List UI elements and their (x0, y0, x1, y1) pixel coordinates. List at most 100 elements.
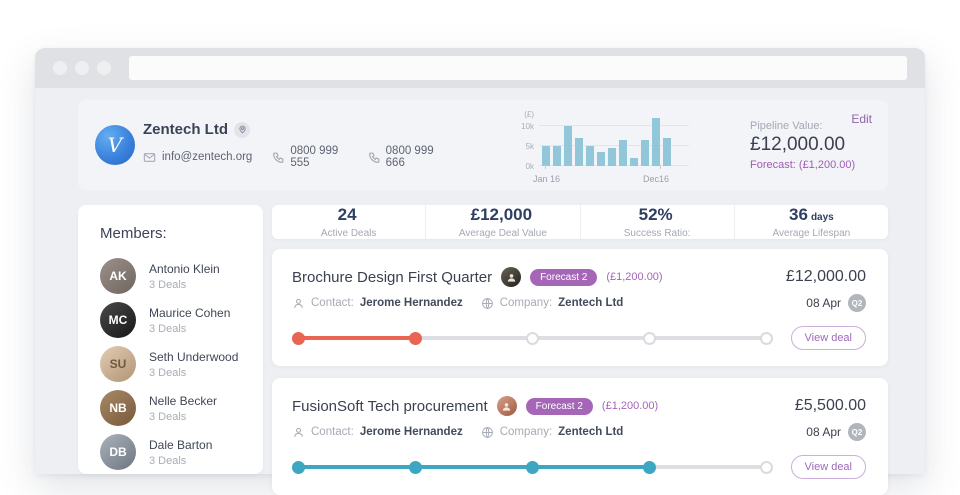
pipeline-forecast: Forecast: (£1,200.00) (750, 158, 856, 171)
contact-name[interactable]: Jerome Hernandez (359, 426, 463, 438)
phone-icon (368, 152, 380, 163)
chart-x-tick (545, 165, 546, 169)
member-deal-count: 3 Deals (149, 278, 187, 291)
stat-average-deal-value: £12,000 Average Deal Value (425, 205, 579, 239)
member-avatar: AK (100, 258, 136, 294)
company-email[interactable]: info@zentech.org (162, 151, 253, 163)
chart-x-label-end: Dec16 (643, 174, 670, 184)
member-avatar: MC (100, 302, 136, 338)
progress-dot[interactable] (759, 331, 773, 345)
chart-bar (652, 118, 660, 166)
chart-gridline (539, 145, 689, 146)
company-header-card: V Zentech Ltd info@zentech.org (78, 100, 888, 190)
member-name: Dale Barton (149, 437, 213, 452)
stat-label: Average Deal Value (458, 228, 547, 239)
member-row[interactable]: DB Dale Barton 3 Deals (100, 434, 263, 470)
progress-segment (419, 336, 528, 340)
chart-bar (575, 138, 583, 166)
chart-bar (586, 146, 594, 166)
chart-bar (641, 140, 649, 166)
deal-owner-avatar (501, 267, 522, 287)
view-deal-button[interactable]: View deal (790, 455, 866, 479)
pipeline-value-label: Pipeline Value: (750, 119, 823, 132)
browser-window: V Zentech Ltd info@zentech.org (35, 48, 925, 495)
pipeline-value: £12,000.00 (750, 133, 846, 155)
member-deal-count: 3 Deals (149, 366, 187, 379)
company-phone-1[interactable]: 0800 999 555 (290, 145, 339, 169)
window-controls[interactable] (53, 61, 111, 75)
stat-label: Active Deals (320, 228, 377, 239)
progress-dot[interactable] (292, 331, 305, 345)
phone-icon (273, 152, 284, 163)
chart-y-tick: 5k (525, 142, 534, 151)
forecast-amount: (£1,200.00) (606, 271, 663, 283)
member-name: Seth Underwood (149, 349, 239, 364)
company-name-link[interactable]: Zentech Ltd (558, 297, 624, 309)
chart-gridline (539, 125, 689, 126)
member-name: Maurice Cohen (149, 305, 231, 320)
member-name: Antonio Klein (149, 261, 220, 276)
deal-card: FusionSoft Tech procurement Forecast 2 (… (272, 378, 888, 495)
stat-label: Success Ratio: (623, 228, 691, 239)
progress-dot[interactable] (642, 460, 656, 474)
company-name: Zentech Ltd (143, 121, 228, 138)
company-info: Zentech Ltd info@zentech.org (143, 121, 443, 169)
deal-progress (292, 331, 773, 345)
deal-date: 08 Apr (806, 425, 841, 439)
view-deal-button[interactable]: View deal (790, 326, 866, 350)
pipeline-mini-chart: (£) 10k 5k 0k Jan 16 Dec16 (511, 108, 706, 184)
browser-chrome (35, 48, 925, 88)
progress-dot[interactable] (642, 331, 656, 345)
progress-dot[interactable] (408, 460, 422, 474)
stat-value: £12,000 (470, 205, 533, 224)
progress-dot[interactable] (525, 331, 539, 345)
window-close-icon[interactable] (53, 61, 67, 75)
deal-title[interactable]: FusionSoft Tech procurement (292, 397, 488, 415)
window-minimize-icon[interactable] (75, 61, 89, 75)
member-row[interactable]: AK Antonio Klein 3 Deals (100, 258, 263, 294)
location-pin-icon[interactable] (234, 121, 250, 138)
progress-segment (653, 336, 762, 340)
stat-active-deals: 24 Active Deals (272, 205, 425, 239)
quarter-badge: Q2 (848, 423, 866, 441)
company-phone-2[interactable]: 0800 999 666 (385, 145, 434, 169)
stat-success-ratio: 52% Success Ratio: (579, 205, 734, 239)
progress-segment (653, 465, 762, 469)
progress-segment (536, 336, 645, 340)
progress-dot[interactable] (292, 460, 305, 474)
edit-link[interactable]: Edit (851, 112, 872, 126)
url-bar[interactable] (129, 56, 907, 80)
member-deal-count: 3 Deals (149, 454, 187, 467)
member-avatar: SU (100, 346, 136, 382)
forecast-amount: (£1,200.00) (601, 400, 659, 412)
progress-dot[interactable] (759, 460, 773, 474)
progress-segment (419, 465, 528, 469)
member-row[interactable]: SU Seth Underwood 3 Deals (100, 346, 263, 382)
chart-x-tick (660, 165, 661, 169)
contact-label: Contact: (311, 426, 354, 438)
window-maximize-icon[interactable] (97, 61, 111, 75)
chart-bar (542, 146, 550, 166)
company-globe-icon (481, 426, 493, 438)
progress-dot[interactable] (525, 460, 539, 474)
deal-value: £12,000.00 (785, 268, 866, 285)
member-avatar: NB (100, 390, 136, 426)
stat-value: 52% (638, 205, 673, 224)
company-label: Company: (499, 297, 553, 309)
progress-segment (536, 465, 645, 469)
company-globe-icon (481, 297, 493, 309)
progress-segment (303, 465, 411, 469)
chart-bar (553, 146, 561, 166)
member-row[interactable]: MC Maurice Cohen 3 Deals (100, 302, 263, 338)
deal-title[interactable]: Brochure Design First Quarter (292, 268, 493, 286)
member-avatar: DB (100, 434, 136, 470)
stat-value: 24 (337, 205, 357, 224)
chart-bar (663, 138, 671, 166)
company-name-link[interactable]: Zentech Ltd (558, 426, 624, 438)
stat-label: Average Lifespan (772, 228, 851, 239)
progress-dot[interactable] (408, 331, 422, 345)
contact-name[interactable]: Jerome Hernandez (359, 297, 463, 309)
member-row[interactable]: NB Nelle Becker 3 Deals (100, 390, 263, 426)
deal-owner-avatar (496, 396, 517, 416)
contact-person-icon (294, 427, 303, 437)
